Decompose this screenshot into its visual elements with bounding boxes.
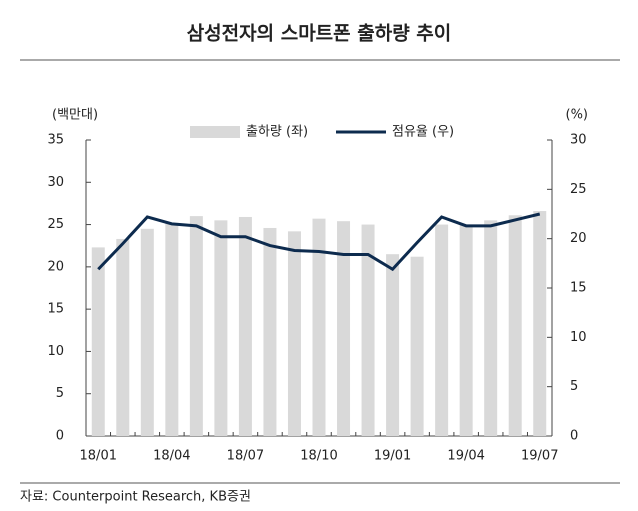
- bar: [189, 216, 203, 436]
- legend-label: 출하량 (좌): [246, 125, 308, 140]
- bar: [263, 227, 277, 436]
- y-tick-label: 20: [47, 259, 64, 274]
- y2-tick-label: 20: [570, 231, 587, 246]
- y-tick-label: 15: [47, 302, 64, 317]
- y2-tick-label: 10: [570, 330, 587, 345]
- y2-tick-label: 5: [570, 379, 578, 394]
- y2-tick-label: 0: [570, 429, 578, 444]
- x-tick-label: 19/07: [521, 449, 558, 464]
- y2-tick-label: 15: [570, 281, 587, 296]
- bar: [165, 222, 179, 436]
- y-tick-label: 30: [47, 175, 64, 190]
- x-tick-label: 18/07: [227, 449, 264, 464]
- line: [97, 212, 541, 272]
- bar: [238, 216, 252, 436]
- y-tick-label: 35: [47, 133, 64, 148]
- bar: [91, 247, 105, 436]
- bar: [116, 238, 130, 436]
- x-tick-label: 18/04: [153, 449, 190, 464]
- y2-axis-label: (%): [566, 108, 589, 123]
- source: 자료: Counterpoint Research, KB증권: [20, 490, 251, 505]
- y-tick-label: 5: [56, 386, 64, 401]
- x-tick-label: 18/10: [300, 449, 337, 464]
- legend-swatch: [190, 126, 240, 138]
- x-tick-label: 19/04: [447, 449, 484, 464]
- y-tick-label: 25: [47, 217, 64, 232]
- bar: [140, 228, 154, 436]
- bar: [484, 220, 498, 436]
- bar: [386, 254, 400, 436]
- bar: [312, 218, 326, 436]
- bar: [214, 220, 228, 436]
- y-axis-label: (백만대): [52, 108, 98, 123]
- legend-label: 점유율 (우): [392, 125, 454, 140]
- y-tick-label: 10: [47, 344, 64, 359]
- bar: [435, 224, 449, 436]
- y2-tick-label: 30: [570, 133, 587, 148]
- x-tick-label: 19/01: [374, 449, 411, 464]
- bar: [508, 215, 522, 436]
- bar: [287, 231, 301, 436]
- chart-title: 삼성전자의 스마트폰 출하량 추이: [187, 23, 452, 45]
- y2-tick-label: 25: [570, 182, 587, 197]
- bar: [410, 256, 424, 436]
- x-tick-label: 18/01: [80, 449, 117, 464]
- bar: [533, 211, 547, 436]
- bar: [337, 221, 351, 436]
- bar: [361, 224, 375, 436]
- bar: [459, 224, 473, 436]
- y-tick-label: 0: [56, 429, 64, 444]
